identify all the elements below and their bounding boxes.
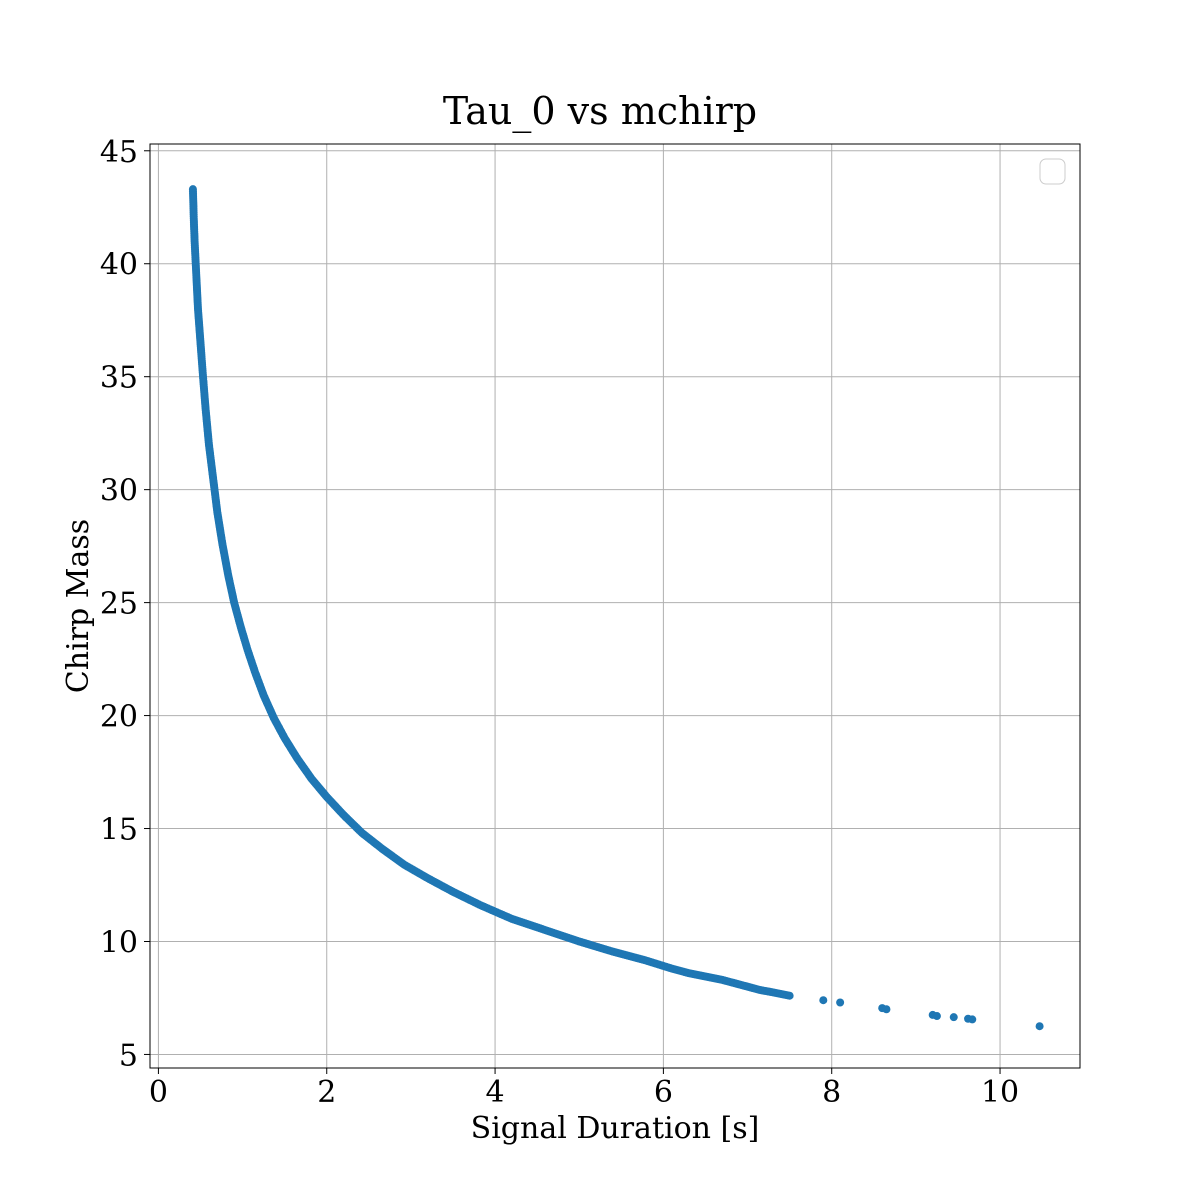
y-tick-label: 10 — [100, 925, 138, 960]
x-axis-ticks: 0 2 4 6 8 10 — [149, 1068, 1019, 1110]
data-point — [836, 998, 845, 1007]
x-tick-label: 2 — [317, 1075, 336, 1110]
y-tick-label: 45 — [100, 135, 138, 170]
y-tick-label: 40 — [100, 248, 138, 283]
x-tick-label: 10 — [981, 1075, 1019, 1110]
x-axis-label: Signal Duration [s] — [471, 1111, 760, 1146]
y-gridlines — [150, 150, 1080, 1055]
data-point — [882, 1005, 891, 1014]
x-tick-label: 0 — [149, 1075, 168, 1110]
y-tick-label: 20 — [100, 700, 138, 735]
chart-title: Tau_0 vs mchirp — [443, 89, 757, 134]
x-tick-label: 4 — [486, 1075, 505, 1110]
y-axis-ticks: 5 10 15 20 25 30 35 40 45 — [100, 135, 150, 1073]
data-point — [785, 991, 794, 1000]
y-tick-label: 30 — [100, 474, 138, 509]
data-point — [949, 1013, 958, 1022]
data-point — [1035, 1022, 1044, 1031]
x-tick-label: 6 — [654, 1075, 673, 1110]
x-tick-label: 8 — [822, 1075, 841, 1110]
y-tick-label: 5 — [119, 1038, 138, 1073]
y-tick-label: 15 — [100, 813, 138, 848]
data-point — [819, 996, 828, 1005]
y-tick-label: 25 — [100, 587, 138, 622]
scatter-points — [188, 185, 1044, 1031]
x-gridlines — [157, 144, 1001, 1068]
y-axis-label: Chirp Mass — [61, 519, 96, 693]
legend-box — [1039, 158, 1066, 185]
data-point — [932, 1012, 941, 1021]
y-tick-label: 35 — [100, 361, 138, 396]
plot-frame — [149, 143, 1081, 1069]
data-point — [968, 1015, 977, 1024]
